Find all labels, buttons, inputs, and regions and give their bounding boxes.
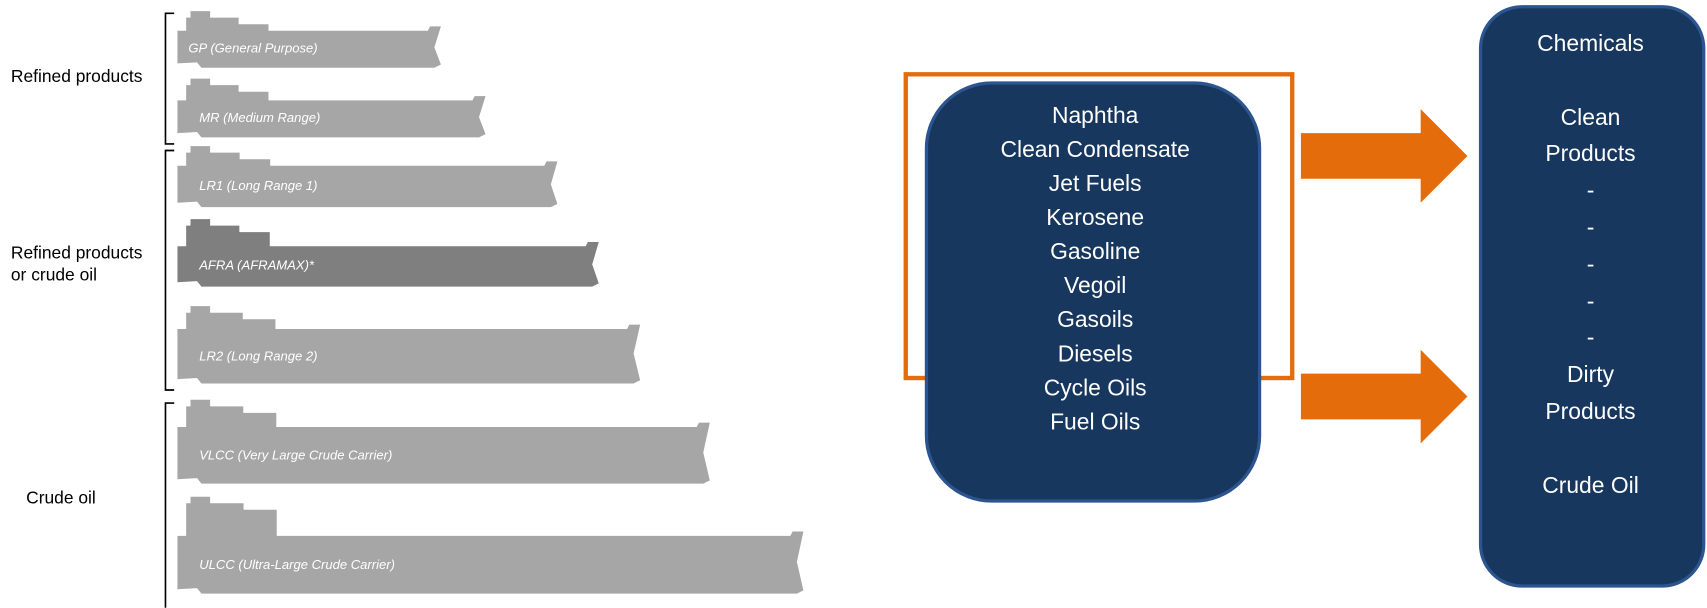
product: Kerosene [1046,204,1144,230]
product: Diesels [1058,340,1133,366]
category: - [1587,251,1595,277]
group-label: or crude oil [11,264,97,284]
product: Gasoils [1057,306,1133,332]
product: Naphtha [1052,102,1139,128]
category: Products [1545,398,1635,424]
ship-label: LR2 (Long Range 2) [199,348,317,363]
ship [177,399,710,484]
ship [177,496,804,594]
group-label: Crude oil [26,487,96,507]
ship [177,78,486,138]
product: Clean Condensate [1000,136,1189,162]
ship-label: VLCC (Very Large Crude Carrier) [199,447,392,462]
category: - [1587,288,1595,314]
ship-label: AFRA (AFRAMAX)* [198,258,315,273]
group-label: Refined products [11,243,143,263]
category: - [1587,324,1595,350]
ship [177,306,641,384]
products-box [924,81,1262,503]
category: Clean [1561,104,1621,130]
product: Cycle Oils [1044,374,1147,400]
ship [177,146,558,208]
category: Chemicals [1537,30,1644,56]
ship-label: MR (Medium Range) [199,110,320,125]
product: Fuel Oils [1050,408,1140,434]
product: Vegoil [1064,272,1126,298]
ship-label: ULCC (Ultra-Large Crude Carrier) [199,557,395,572]
arrow [1300,349,1468,444]
brackets [164,12,175,608]
arrow [1300,109,1468,203]
product: Gasoline [1050,238,1140,264]
category: Products [1545,140,1635,166]
categories-box [1478,5,1706,588]
ship [177,219,599,287]
ship-label: GP (General Purpose) [188,40,317,55]
product: Jet Fuels [1049,170,1142,196]
category: Crude Oil [1542,472,1639,498]
ship-label: LR1 (Long Range 1) [199,178,317,193]
category: - [1587,214,1595,240]
category: Dirty [1567,361,1615,387]
category: - [1587,177,1595,203]
group-label: Refined products [11,66,143,86]
ship [177,11,441,68]
